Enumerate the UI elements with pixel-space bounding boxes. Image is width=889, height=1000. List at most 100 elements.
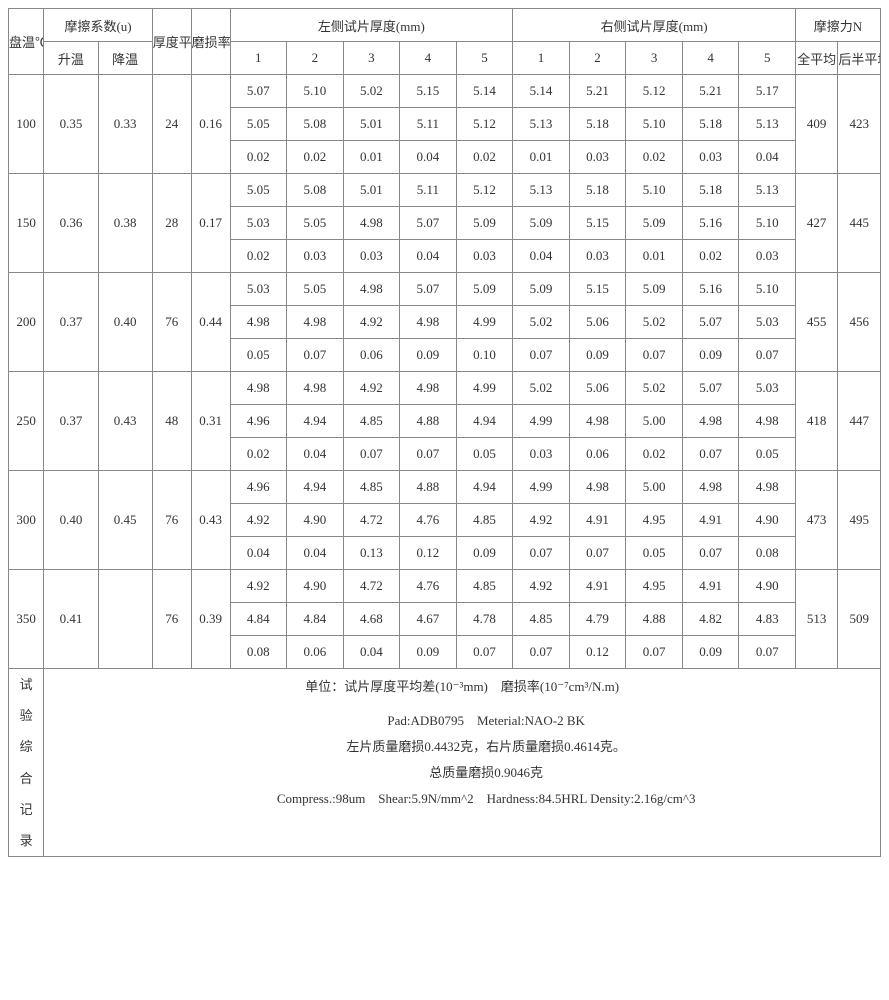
cell-left-thickness: 4.92 xyxy=(343,372,400,405)
cell-right-thickness: 4.99 xyxy=(513,471,570,504)
cell-right-thickness: 5.10 xyxy=(626,108,683,141)
cell-fric-up: 0.35 xyxy=(44,75,98,174)
cell-left-thickness: 4.94 xyxy=(287,405,344,438)
cell-right-thickness: 5.03 xyxy=(739,372,796,405)
cell-left-thickness: 5.08 xyxy=(287,108,344,141)
cell-right-thickness: 5.07 xyxy=(682,372,739,405)
cell-force-half: 445 xyxy=(838,174,881,273)
cell-right-thickness: 0.02 xyxy=(682,240,739,273)
cell-left-thickness: 4.84 xyxy=(287,603,344,636)
cell-right-thickness: 0.02 xyxy=(626,141,683,174)
cell-left-thickness: 5.11 xyxy=(400,174,457,207)
cell-right-thickness: 0.03 xyxy=(682,141,739,174)
cell-right-thickness: 0.01 xyxy=(513,141,570,174)
cell-right-thickness: 4.98 xyxy=(569,405,626,438)
cell-left-thickness: 0.07 xyxy=(287,339,344,372)
cell-fric-down: 0.33 xyxy=(98,75,152,174)
cell-right-thickness: 0.07 xyxy=(626,339,683,372)
cell-left-thickness: 0.04 xyxy=(400,141,457,174)
cell-right-thickness: 4.95 xyxy=(626,504,683,537)
cell-left-thickness: 4.92 xyxy=(230,570,287,603)
cell-right-thickness: 5.03 xyxy=(739,306,796,339)
hdr-wear: 磨损率 xyxy=(191,9,230,75)
cell-left-thickness: 5.05 xyxy=(230,174,287,207)
notes-label: 试验综合记录 xyxy=(9,669,44,857)
hdr-fa: 全平均 xyxy=(795,42,837,75)
cell-force-all: 427 xyxy=(795,174,837,273)
cell-thick-avg: 24 xyxy=(152,75,191,174)
cell-left-thickness: 0.13 xyxy=(343,537,400,570)
cell-right-thickness: 5.13 xyxy=(739,174,796,207)
hdr-right: 右侧试片厚度(mm) xyxy=(513,9,796,42)
cell-right-thickness: 5.10 xyxy=(626,174,683,207)
cell-right-thickness: 4.83 xyxy=(739,603,796,636)
cell-left-thickness: 0.12 xyxy=(400,537,457,570)
cell-left-thickness: 5.11 xyxy=(400,108,457,141)
cell-left-thickness: 4.72 xyxy=(343,504,400,537)
cell-right-thickness: 5.00 xyxy=(626,471,683,504)
hdr-r3: 3 xyxy=(626,42,683,75)
cell-left-thickness: 0.02 xyxy=(456,141,513,174)
cell-right-thickness: 5.21 xyxy=(682,75,739,108)
cell-force-all: 455 xyxy=(795,273,837,372)
cell-right-thickness: 4.98 xyxy=(682,471,739,504)
cell-right-thickness: 5.13 xyxy=(739,108,796,141)
cell-left-thickness: 4.78 xyxy=(456,603,513,636)
cell-right-thickness: 4.90 xyxy=(739,570,796,603)
cell-right-thickness: 5.16 xyxy=(682,273,739,306)
cell-right-thickness: 4.90 xyxy=(739,504,796,537)
cell-force-half: 447 xyxy=(838,372,881,471)
cell-left-thickness: 5.10 xyxy=(287,75,344,108)
cell-right-thickness: 5.18 xyxy=(569,108,626,141)
cell-left-thickness: 5.05 xyxy=(287,273,344,306)
cell-left-thickness: 5.01 xyxy=(343,108,400,141)
cell-fric-up: 0.41 xyxy=(44,570,98,669)
cell-temp: 100 xyxy=(9,75,44,174)
cell-right-thickness: 5.18 xyxy=(682,174,739,207)
hdr-fh: 后半平均 xyxy=(838,42,881,75)
cell-wear-rate: 0.31 xyxy=(191,372,230,471)
cell-left-thickness: 0.09 xyxy=(400,339,457,372)
cell-left-thickness: 0.05 xyxy=(230,339,287,372)
cell-left-thickness: 4.88 xyxy=(400,405,457,438)
cell-force-half: 495 xyxy=(838,471,881,570)
cell-left-thickness: 0.04 xyxy=(287,438,344,471)
table-body: 1000.350.33240.165.075.105.025.155.145.1… xyxy=(9,75,881,669)
hdr-thick: 厚度平均差 xyxy=(152,9,191,75)
cell-left-thickness: 0.05 xyxy=(456,438,513,471)
cell-right-thickness: 0.05 xyxy=(739,438,796,471)
cell-right-thickness: 0.07 xyxy=(739,339,796,372)
cell-wear-rate: 0.16 xyxy=(191,75,230,174)
cell-right-thickness: 4.98 xyxy=(569,471,626,504)
cell-right-thickness: 0.02 xyxy=(626,438,683,471)
cell-fric-up: 0.37 xyxy=(44,273,98,372)
cell-right-thickness: 0.08 xyxy=(739,537,796,570)
cell-left-thickness: 5.03 xyxy=(230,273,287,306)
cell-right-thickness: 5.12 xyxy=(626,75,683,108)
hdr-l3: 3 xyxy=(343,42,400,75)
cell-left-thickness: 4.98 xyxy=(287,372,344,405)
cell-right-thickness: 4.95 xyxy=(626,570,683,603)
cell-wear-rate: 0.17 xyxy=(191,174,230,273)
cell-fric-down xyxy=(98,570,152,669)
cell-left-thickness: 4.68 xyxy=(343,603,400,636)
cell-left-thickness: 4.92 xyxy=(343,306,400,339)
cell-right-thickness: 0.06 xyxy=(569,438,626,471)
cell-right-thickness: 5.09 xyxy=(513,273,570,306)
cell-left-thickness: 4.88 xyxy=(400,471,457,504)
cell-left-thickness: 0.06 xyxy=(343,339,400,372)
notes-line3: 总质量磨损0.9046克 xyxy=(44,760,880,786)
hdr-force: 摩擦力N xyxy=(795,9,880,42)
cell-left-thickness: 0.02 xyxy=(230,141,287,174)
cell-left-thickness: 0.07 xyxy=(400,438,457,471)
cell-left-thickness: 0.09 xyxy=(456,537,513,570)
cell-right-thickness: 0.12 xyxy=(569,636,626,669)
cell-left-thickness: 0.04 xyxy=(287,537,344,570)
cell-left-thickness: 5.05 xyxy=(230,108,287,141)
cell-right-thickness: 0.01 xyxy=(626,240,683,273)
cell-left-thickness: 0.01 xyxy=(343,141,400,174)
cell-left-thickness: 5.15 xyxy=(400,75,457,108)
cell-left-thickness: 4.94 xyxy=(287,471,344,504)
cell-right-thickness: 5.06 xyxy=(569,306,626,339)
cell-left-thickness: 4.96 xyxy=(230,471,287,504)
